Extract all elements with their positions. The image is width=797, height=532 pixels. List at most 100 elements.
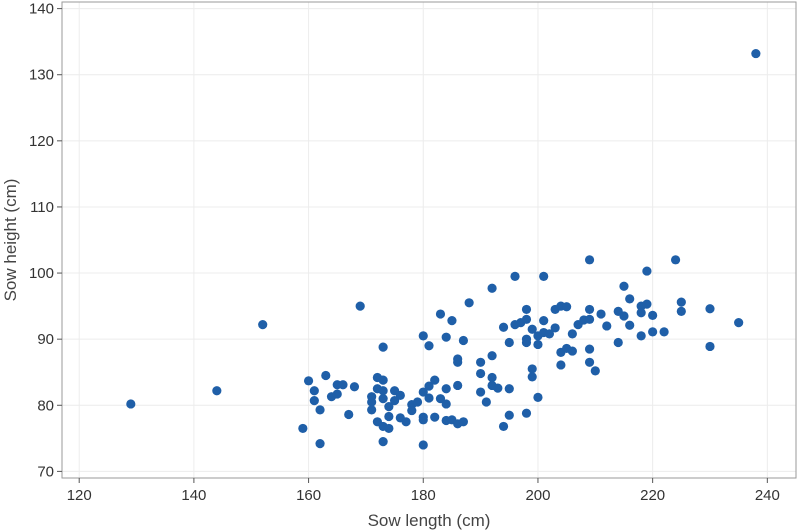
- data-point: [418, 440, 428, 450]
- axis-ticks: 120 140 160 180 200 220 240 70 80 90 100 110 120 130 1…: [29, 1, 780, 504]
- y-tick-label: 110: [30, 199, 54, 216]
- x-tick-label: 220: [640, 487, 665, 504]
- data-point: [751, 48, 761, 59]
- data-point: [212, 386, 222, 396]
- y-tick-label: 90: [37, 331, 54, 348]
- data-point: [527, 372, 537, 382]
- x-tick-label: 180: [411, 487, 436, 504]
- data-point: [378, 386, 388, 396]
- data-point: [619, 311, 629, 321]
- data-point: [670, 255, 681, 265]
- data-point: [367, 392, 377, 402]
- data-point: [567, 329, 577, 339]
- data-point: [705, 304, 715, 314]
- data-point: [705, 341, 715, 352]
- data-point: [625, 320, 635, 330]
- data-point: [659, 327, 669, 337]
- y-tick-label: 70: [37, 463, 54, 480]
- x-tick-label: 120: [67, 487, 92, 504]
- x-tick-label: 200: [525, 487, 550, 504]
- data-point: [584, 304, 595, 315]
- data-point: [384, 402, 394, 412]
- data-point: [367, 405, 377, 415]
- data-point: [424, 381, 434, 391]
- data-point: [642, 266, 652, 276]
- data-point: [430, 375, 440, 385]
- data-points: [126, 48, 761, 450]
- data-point: [378, 437, 388, 447]
- data-point: [441, 332, 451, 342]
- data-point: [309, 386, 319, 396]
- data-point: [430, 412, 440, 422]
- data-point: [424, 393, 434, 403]
- data-point: [562, 302, 572, 312]
- data-point: [332, 389, 342, 399]
- data-point: [355, 301, 365, 311]
- data-point: [418, 331, 428, 341]
- data-point: [401, 417, 411, 427]
- data-point: [476, 357, 486, 367]
- data-point: [464, 298, 474, 308]
- data-point: [544, 329, 555, 339]
- data-point: [521, 314, 532, 324]
- data-point: [487, 372, 497, 383]
- y-tick-label: 100: [29, 265, 54, 282]
- data-point: [476, 387, 486, 397]
- data-point: [596, 309, 606, 319]
- x-tick-label: 140: [181, 487, 206, 504]
- data-point: [303, 376, 314, 386]
- data-point: [521, 304, 532, 315]
- data-point: [539, 316, 549, 326]
- data-point: [527, 364, 537, 374]
- data-point: [498, 421, 509, 432]
- data-point: [550, 323, 560, 333]
- data-point: [676, 306, 686, 316]
- data-point: [458, 417, 469, 427]
- data-point: [258, 320, 268, 330]
- data-point: [613, 337, 623, 348]
- data-point: [619, 281, 629, 291]
- data-point: [441, 399, 451, 409]
- data-point: [418, 387, 428, 397]
- data-point: [504, 384, 514, 394]
- data-point: [453, 357, 463, 367]
- data-point: [648, 310, 658, 320]
- data-point: [539, 271, 549, 281]
- data-point: [315, 439, 325, 449]
- data-point: [384, 423, 394, 434]
- plot-frame: [61, 1, 797, 479]
- data-point: [407, 405, 417, 416]
- data-point: [309, 396, 319, 406]
- data-point: [453, 380, 463, 391]
- data-point: [126, 399, 136, 409]
- data-point: [298, 423, 308, 434]
- data-point: [424, 341, 434, 351]
- y-tick-label: 130: [29, 67, 54, 84]
- data-point: [636, 331, 646, 341]
- y-tick-label: 140: [29, 1, 54, 18]
- data-point: [487, 283, 497, 293]
- data-point: [481, 397, 491, 407]
- data-point: [476, 368, 486, 379]
- data-point: [642, 299, 652, 309]
- data-point: [521, 337, 532, 348]
- data-point: [510, 271, 520, 281]
- y-tick-label: 80: [37, 397, 54, 414]
- x-tick-label: 240: [755, 487, 780, 504]
- data-point: [521, 408, 532, 418]
- data-point: [378, 342, 388, 352]
- data-point: [556, 360, 566, 370]
- data-point: [676, 297, 686, 307]
- data-point: [584, 314, 595, 324]
- data-point: [315, 405, 325, 415]
- data-point: [636, 308, 646, 318]
- data-point: [584, 344, 595, 354]
- data-point: [344, 409, 354, 420]
- x-axis-title: Sow length (cm): [368, 511, 491, 530]
- data-point: [504, 410, 514, 420]
- data-point: [418, 415, 428, 425]
- data-point: [493, 383, 503, 393]
- grid-lines: [62, 2, 796, 478]
- data-point: [384, 411, 394, 422]
- y-axis-title: Sow height (cm): [1, 179, 20, 302]
